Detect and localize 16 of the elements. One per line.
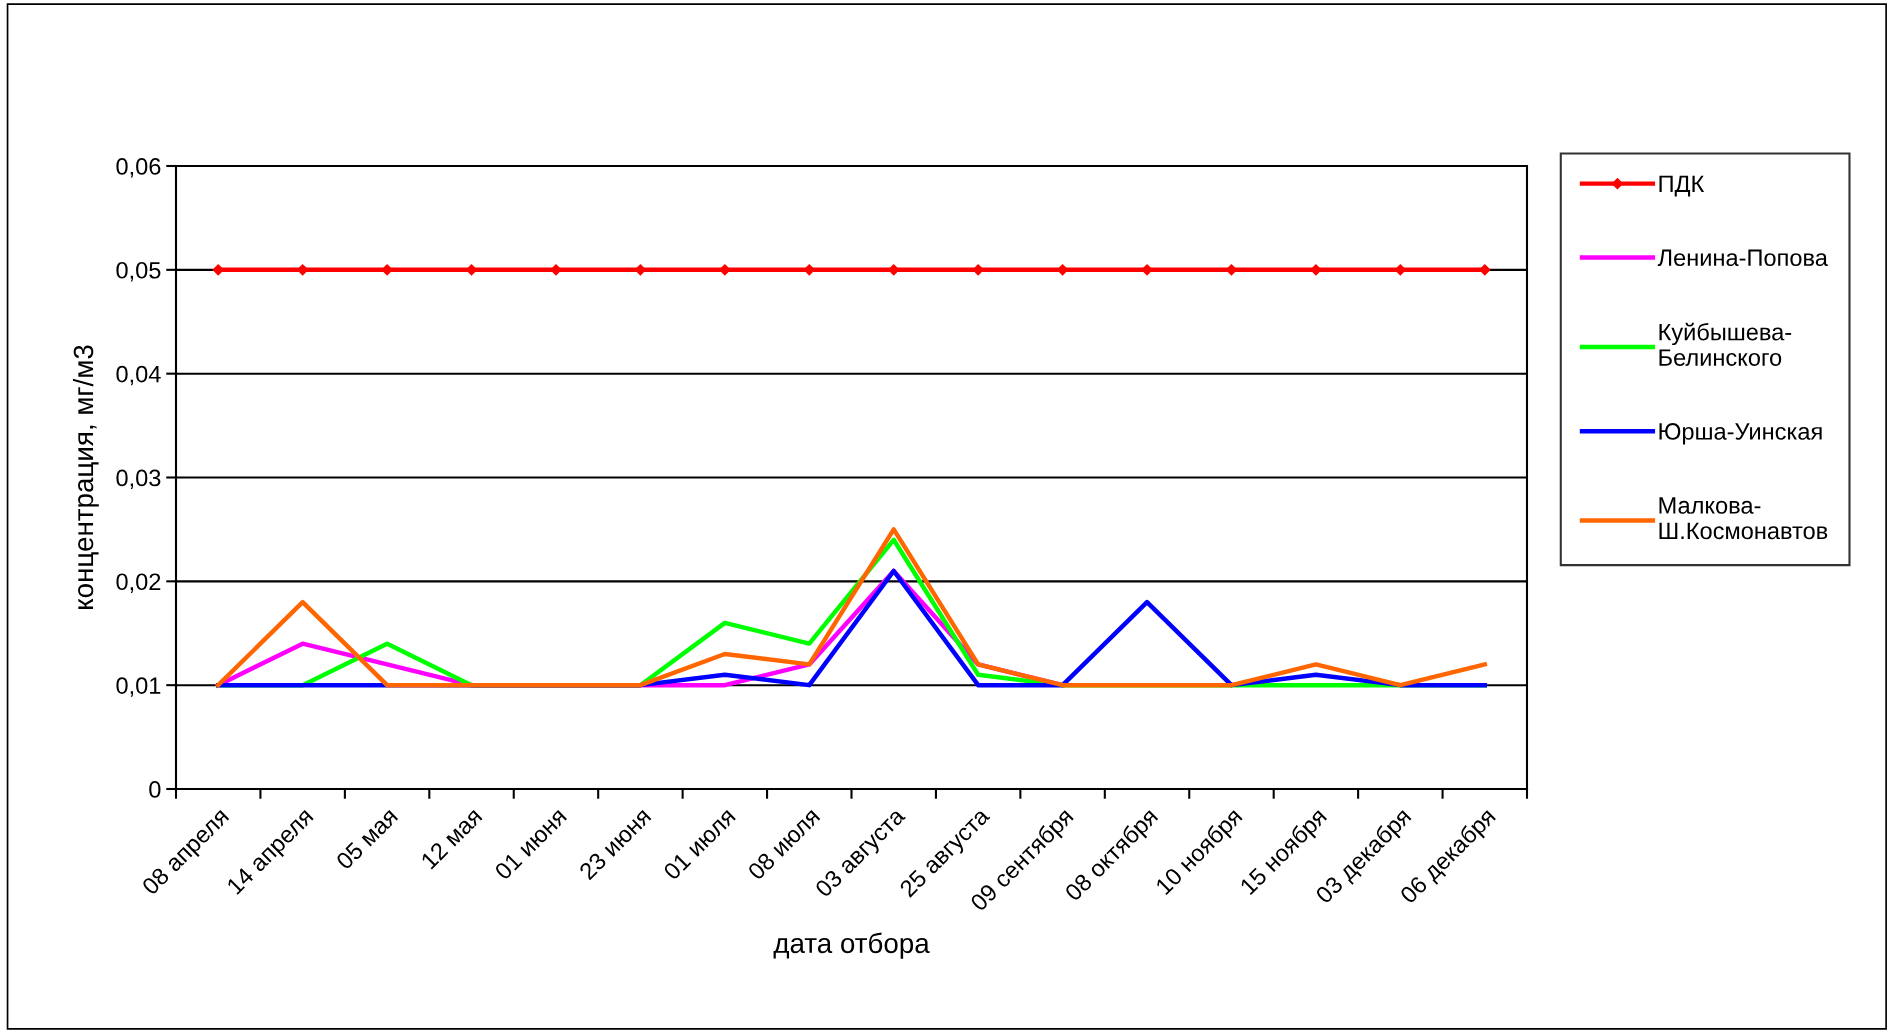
y-tick-label: 0,02 (116, 573, 161, 593)
x-axis-title: дата отбора (773, 932, 930, 959)
y-axis-title: концентрация, мг/м3 (72, 345, 99, 609)
y-tick-label: 0 (149, 781, 161, 798)
y-tick-label: 0,04 (116, 365, 161, 386)
y-tick-label: 0,05 (116, 261, 161, 282)
x-tick-label: 05 мая (335, 807, 399, 871)
x-tick-label: 12 мая (420, 807, 483, 870)
y-tick-label: 0,03 (116, 469, 161, 490)
legend-label: Куйбышева- Белинского (1659, 322, 1792, 366)
y-tick-label: 0,06 (116, 158, 161, 178)
legend-label: Ленина-Попова (1657, 249, 1828, 267)
legend-label: Малкова- Ш.Космонавтов (1659, 497, 1828, 540)
legend-label: Юрша-Уинская (1659, 423, 1822, 445)
legend-label: ПДК (1659, 175, 1705, 197)
y-tick-label: 0,01 (116, 677, 161, 697)
